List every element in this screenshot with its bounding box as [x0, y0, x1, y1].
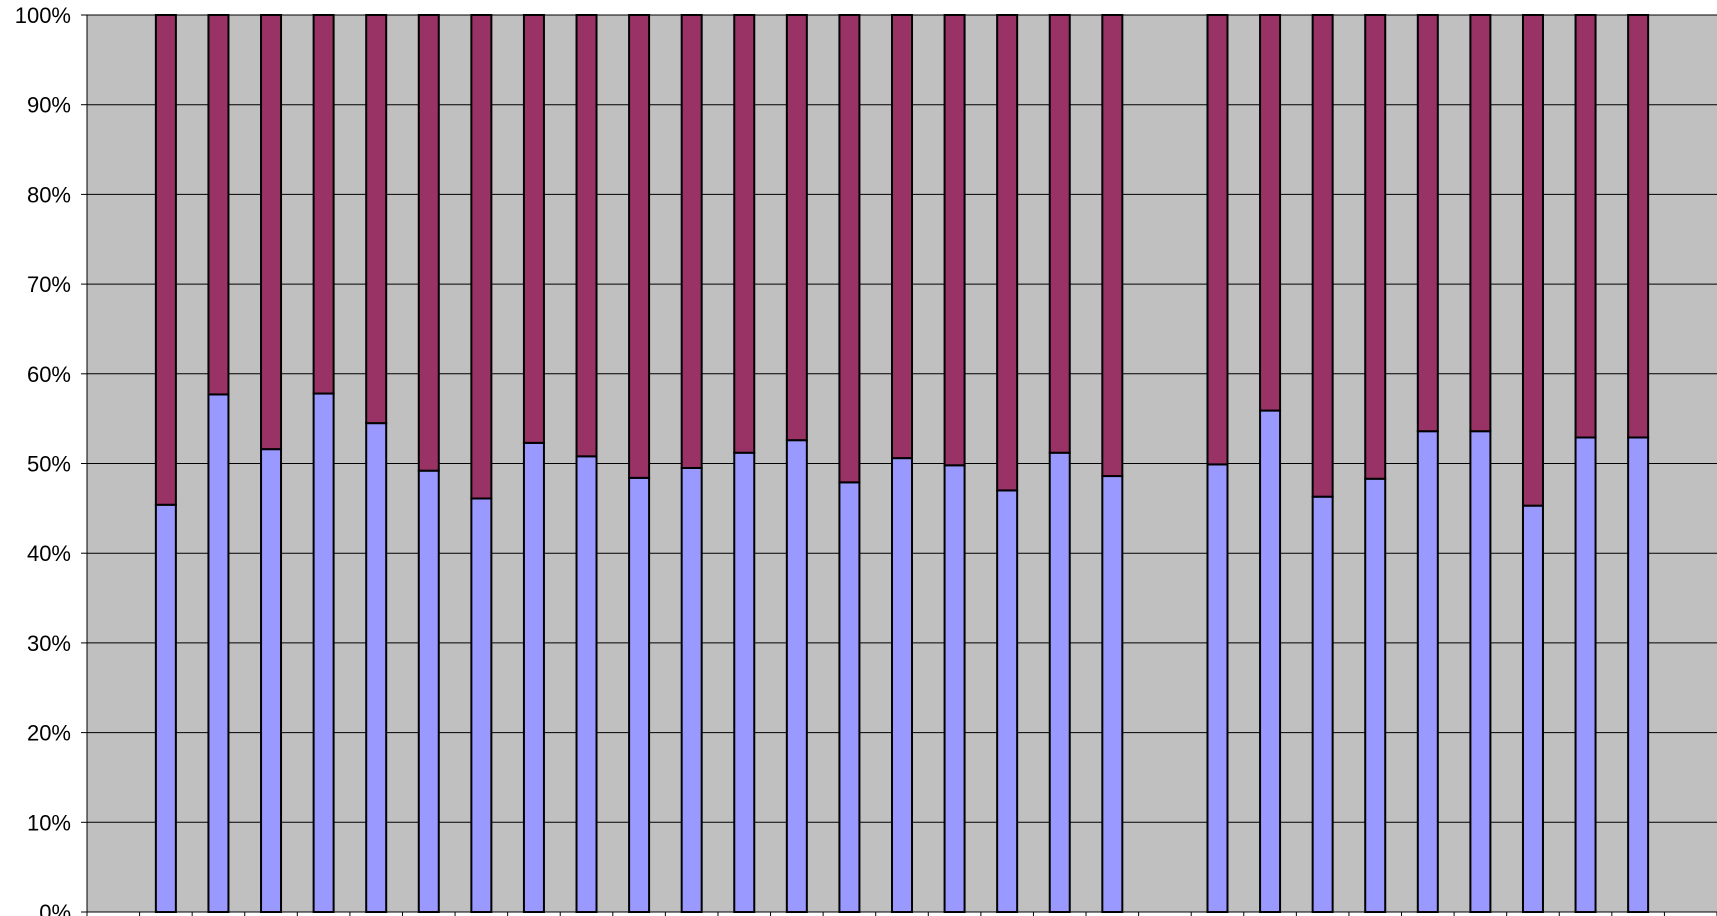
bar-segment-lower	[312, 392, 335, 913]
bar-segment-lower	[891, 457, 913, 913]
bar-segment-upper	[1574, 14, 1597, 439]
bar-segment-lower	[1574, 436, 1597, 913]
bar-segment-upper	[1311, 14, 1334, 498]
bar-segment-upper	[628, 14, 651, 479]
bar-segment-upper	[943, 14, 966, 467]
bar-segment-upper	[154, 14, 177, 506]
bar-segment-lower	[1521, 504, 1544, 913]
bar-segment-upper	[996, 14, 1019, 492]
y-tick-label: 0%	[39, 900, 71, 916]
bar-segment-lower	[733, 451, 756, 913]
y-tick-label: 30%	[27, 631, 71, 656]
y-tick-label: 70%	[27, 272, 71, 297]
y-tick-label: 100%	[15, 3, 71, 28]
bar-segment-lower	[1206, 463, 1229, 913]
bar-segment-upper	[680, 14, 703, 469]
bar-segment-lower	[365, 422, 388, 913]
bar-segment-lower	[628, 476, 651, 913]
bar-segment-upper	[470, 14, 493, 500]
bar-segment-lower	[680, 466, 703, 913]
bar-segment-lower	[785, 439, 808, 913]
bar-segment-upper	[1101, 14, 1124, 478]
bar-segment-lower	[1364, 477, 1387, 913]
bar-segment-upper	[575, 14, 598, 458]
bar-segment-lower	[260, 448, 283, 913]
y-tick-label: 20%	[27, 721, 71, 746]
bar-segment-lower	[1101, 475, 1124, 913]
bar-segment-lower	[1627, 436, 1650, 913]
bar-segment-upper	[1364, 14, 1387, 480]
bar-segment-lower	[575, 455, 598, 913]
bar-segment-upper	[207, 14, 230, 396]
y-axis: 0% 10% 20% 30% 40% 50% 60% 70% 80% 90% 100%	[15, 3, 88, 916]
bar-segment-upper	[1521, 14, 1544, 507]
bar-segment-upper	[1259, 14, 1282, 412]
bar-segment-upper	[838, 14, 861, 484]
bar-segment-lower	[522, 441, 545, 913]
y-tick-label: 80%	[27, 182, 71, 207]
bars	[154, 14, 1650, 913]
bar-segment-lower	[1311, 495, 1334, 913]
y-tick-label: 60%	[27, 362, 71, 387]
bar-segment-lower	[1416, 430, 1439, 913]
bar-segment-lower	[1259, 409, 1282, 913]
bar-segment-lower	[470, 497, 493, 913]
y-tick-label: 50%	[27, 452, 71, 477]
y-tick-label: 40%	[27, 541, 71, 566]
bar-segment-lower	[154, 503, 177, 913]
bar-segment-lower	[1469, 430, 1492, 913]
bar-segment-lower	[943, 464, 966, 913]
bar-segment-upper	[891, 14, 913, 460]
bar-segment-upper	[733, 14, 756, 454]
bar-segment-upper	[365, 14, 388, 425]
bar-segment-lower	[207, 393, 230, 913]
bar-segment-upper	[1469, 14, 1492, 433]
bar-segment-lower	[417, 469, 440, 913]
bar-segment-upper	[260, 14, 283, 451]
bar-segment-upper	[1627, 14, 1650, 439]
x-axis	[86, 911, 1717, 916]
bar-segment-lower	[996, 489, 1019, 913]
y-tick-label: 10%	[27, 810, 71, 835]
bar-segment-upper	[417, 14, 440, 472]
bar-segment-upper	[522, 14, 545, 444]
bar-segment-upper	[312, 14, 335, 395]
bar-segment-lower	[838, 481, 861, 913]
bar-segment-upper	[1416, 14, 1439, 433]
bar-segment-upper	[1048, 14, 1071, 454]
bar-segment-lower	[1048, 451, 1071, 913]
bar-segment-upper	[1206, 14, 1229, 466]
y-tick-label: 90%	[27, 93, 71, 118]
bar-segment-upper	[785, 14, 808, 442]
